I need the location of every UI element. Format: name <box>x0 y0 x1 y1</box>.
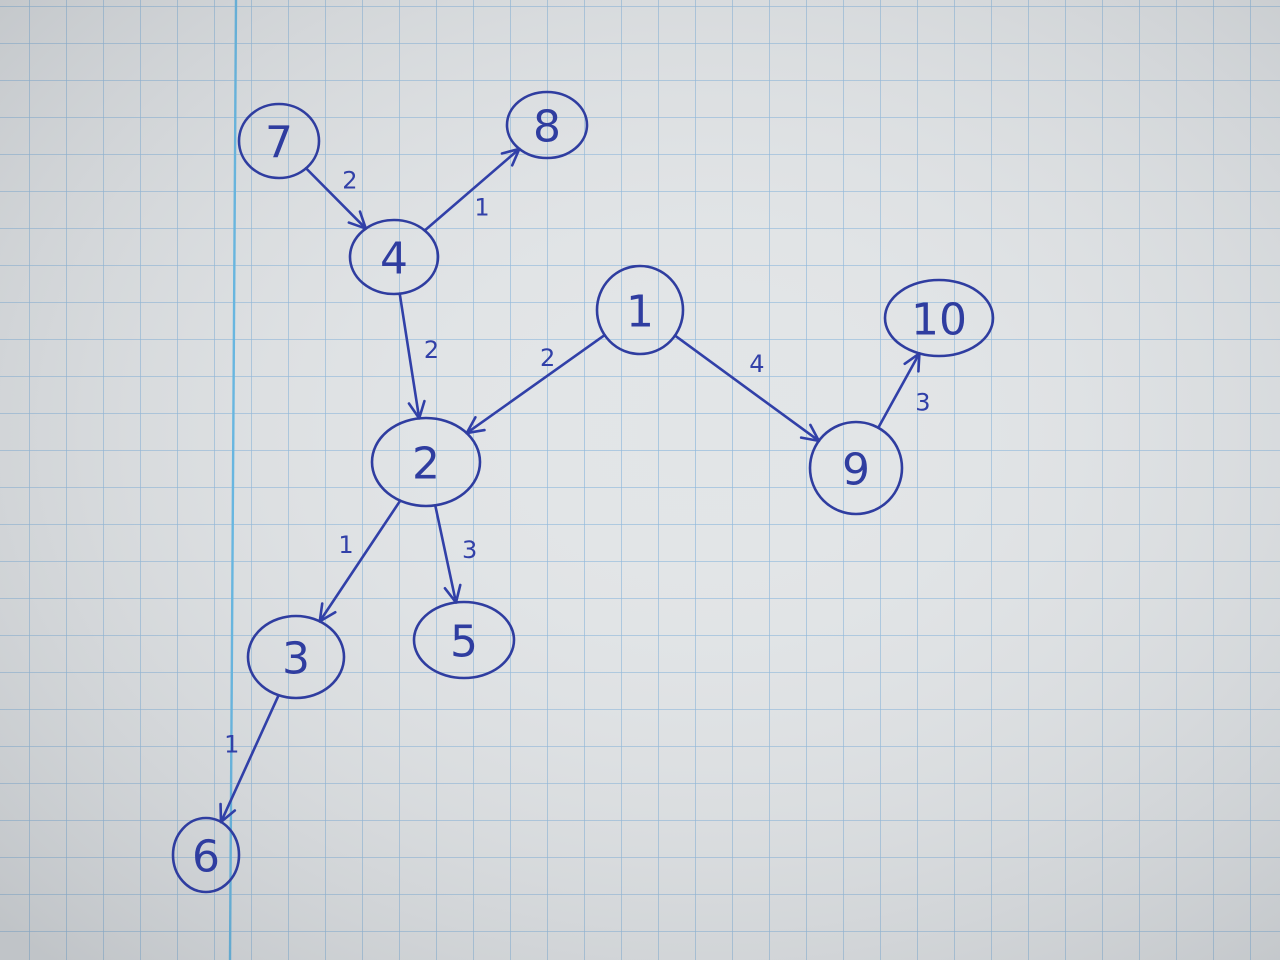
edge-line <box>423 147 521 232</box>
node-label: 10 <box>911 295 967 346</box>
edge-weight-label: 1 <box>474 194 489 222</box>
node-10: 10 <box>883 278 995 358</box>
node-2: 2 <box>370 416 482 508</box>
node-circle <box>171 816 241 894</box>
node-circle <box>237 102 321 180</box>
node-5: 5 <box>412 600 516 680</box>
edge-weight-label: 1 <box>224 731 239 759</box>
edge-weight-label: 2 <box>342 166 357 194</box>
nodes-layer: 7 8 4 1 10 2 9 3 5 6 <box>171 90 995 894</box>
edge-weight-label: 1 <box>338 531 353 559</box>
edge-2-to-5: 3 <box>433 504 477 604</box>
node-label: 5 <box>450 617 478 668</box>
edge-4-to-8: 1 <box>423 147 521 232</box>
node-4: 4 <box>348 218 440 296</box>
edge-line <box>398 292 421 420</box>
edge-line <box>876 352 921 430</box>
edge-weight-label: 3 <box>915 389 930 417</box>
node-label: 7 <box>265 118 293 169</box>
node-7: 7 <box>237 102 321 180</box>
edge-line <box>304 166 368 230</box>
node-label: 6 <box>192 832 220 883</box>
node-1: 1 <box>595 264 685 356</box>
node-circle <box>370 416 482 508</box>
node-label: 8 <box>533 102 561 153</box>
node-9: 9 <box>808 420 904 516</box>
node-8: 8 <box>505 90 589 160</box>
node-label: 3 <box>282 634 310 685</box>
node-label: 9 <box>842 445 870 496</box>
node-3: 3 <box>246 614 346 700</box>
edge-line <box>433 504 458 604</box>
edge-4-to-2: 2 <box>398 292 439 420</box>
edge-line <box>673 334 821 443</box>
edge-line <box>318 499 402 623</box>
node-circle <box>808 420 904 516</box>
edge-line <box>465 333 606 435</box>
node-label: 1 <box>626 287 654 338</box>
edge-weight-label: 2 <box>540 344 555 372</box>
node-circle <box>595 264 685 356</box>
edge-weight-label: 2 <box>424 336 439 364</box>
edge-weight-label: 3 <box>462 536 477 564</box>
node-label: 2 <box>412 439 440 490</box>
node-circle <box>883 278 995 358</box>
node-6: 6 <box>171 816 241 894</box>
node-circle <box>505 90 589 160</box>
node-circle <box>246 614 346 700</box>
edge-weight-label: 4 <box>749 350 764 378</box>
node-circle <box>412 600 516 680</box>
edge-line <box>219 693 280 824</box>
node-label: 4 <box>380 234 408 285</box>
node-circle <box>348 218 440 296</box>
